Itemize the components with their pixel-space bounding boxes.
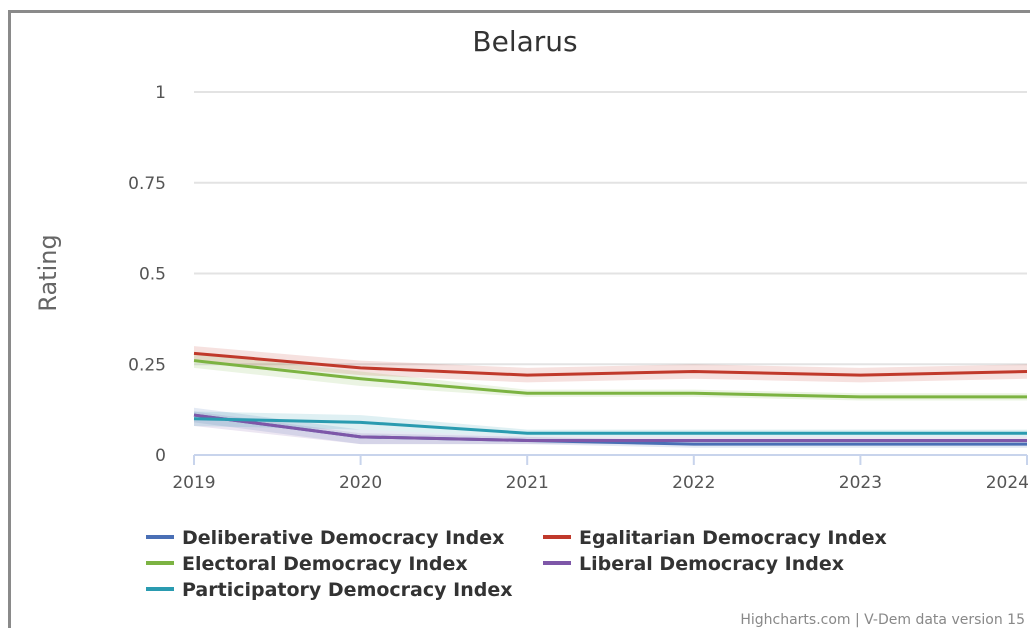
y-tick-label: 0 xyxy=(155,446,166,466)
y-tick-label: 1 xyxy=(155,83,166,103)
x-tick-label: 2022 xyxy=(672,473,715,493)
y-axis-ticks: 0 0.25 0.5 0.75 1 xyxy=(128,83,166,466)
x-tick-label: 2024 xyxy=(986,473,1029,493)
confidence-band xyxy=(194,411,1027,437)
legend-item: Participatory Democracy Index xyxy=(146,579,512,601)
legend-item: Egalitarian Democracy Index xyxy=(543,527,887,549)
legend-label: Participatory Democracy Index xyxy=(182,579,512,601)
y-tick-label: 0.5 xyxy=(139,265,166,285)
confidence-band xyxy=(194,411,1027,445)
legend-label: Electoral Democracy Index xyxy=(182,553,468,575)
legend-label: Liberal Democracy Index xyxy=(579,553,844,575)
y-axis-label: Rating xyxy=(34,234,62,311)
legend-item: Deliberative Democracy Index xyxy=(146,527,504,549)
x-tick-label: 2019 xyxy=(172,473,215,493)
x-tick-label: 2020 xyxy=(339,473,382,493)
legend-item: Liberal Democracy Index xyxy=(543,553,844,575)
series-lines xyxy=(193,351,1028,446)
chart-title: Belarus xyxy=(472,25,577,58)
x-tick-label: 2021 xyxy=(506,473,549,493)
x-axis-ticks: 2019 2020 2021 2022 2023 2024 xyxy=(172,455,1029,493)
series-line xyxy=(193,413,1027,442)
series-line xyxy=(193,359,1027,399)
legend: Deliberative Democracy Index Egalitarian … xyxy=(146,527,887,601)
legend-label: Deliberative Democracy Index xyxy=(182,527,504,549)
series-line xyxy=(193,417,1027,435)
x-tick-label: 2023 xyxy=(839,473,882,493)
legend-item: Electoral Democracy Index xyxy=(146,553,468,575)
series-line xyxy=(193,351,1028,377)
legend-label: Egalitarian Democracy Index xyxy=(579,527,887,549)
y-tick-label: 0.75 xyxy=(128,174,166,194)
y-tick-label: 0.25 xyxy=(128,355,166,375)
chart-frame xyxy=(8,10,1030,628)
credits: Highcharts.com | V-Dem data version 15 xyxy=(740,612,1025,628)
